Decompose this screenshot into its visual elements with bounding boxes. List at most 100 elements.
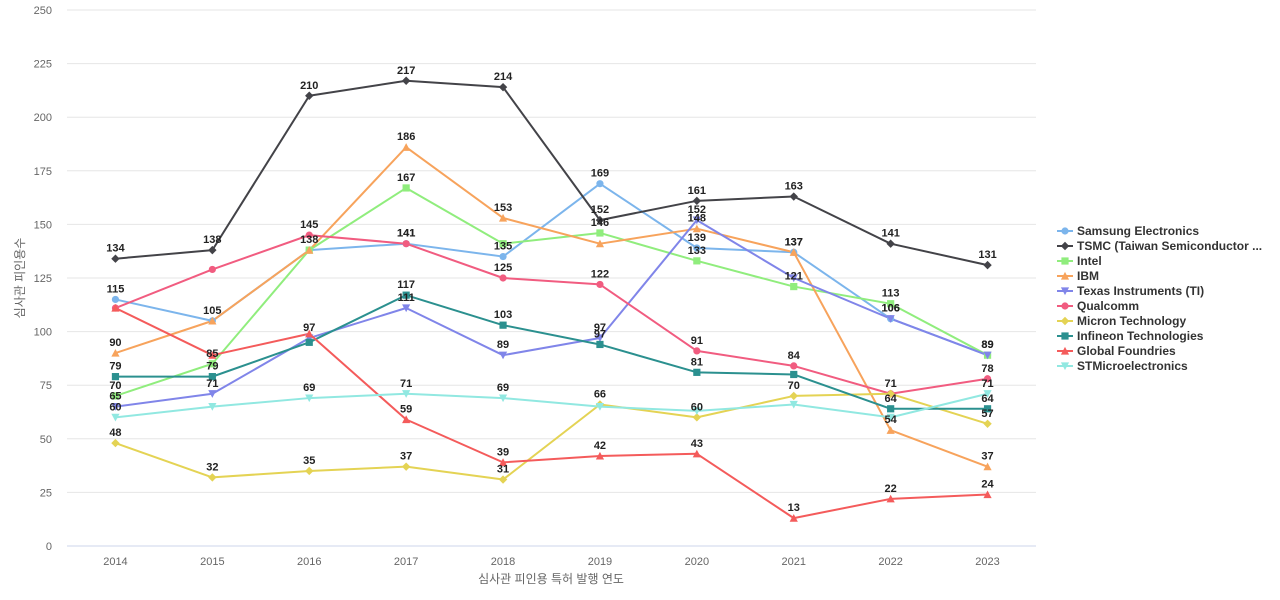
legend-label: Texas Instruments (TI) <box>1077 284 1204 298</box>
data-label: 59 <box>400 404 412 416</box>
legend-item[interactable]: Intel <box>1057 254 1102 268</box>
data-label: 97 <box>303 322 315 334</box>
legend-item[interactable]: Micron Technology <box>1057 314 1186 328</box>
legend-item[interactable]: Global Foundries <box>1057 344 1176 358</box>
data-label: 89 <box>981 339 993 351</box>
y-tick-label: 25 <box>40 487 52 499</box>
data-label: 85 <box>206 348 218 360</box>
data-label: 137 <box>785 236 803 248</box>
data-point <box>790 370 798 379</box>
x-axis-ticks: 2014 2015 2016 2017 2018 2019 2020 2021 2022 2023 <box>103 556 1000 568</box>
data-point <box>692 413 702 422</box>
data-point <box>499 274 507 282</box>
legend-marker <box>1060 271 1070 280</box>
data-point <box>692 449 701 458</box>
series-line-6 <box>114 392 989 481</box>
data-point <box>789 391 798 401</box>
data-label: 152 <box>591 204 609 216</box>
data-point <box>498 82 508 92</box>
data-point <box>789 400 798 409</box>
legend-item[interactable]: Samsung Electronics <box>1057 224 1199 238</box>
data-point <box>498 458 508 466</box>
data-label: 106 <box>881 303 899 315</box>
data-point <box>983 462 992 471</box>
data-label: 65 <box>109 391 121 403</box>
legend-marker <box>1061 257 1069 265</box>
legend-item[interactable]: STMicroelectronics <box>1057 359 1188 373</box>
data-point <box>983 375 992 383</box>
data-point <box>692 196 702 206</box>
data-point <box>208 265 216 274</box>
data-point <box>692 216 701 225</box>
data-label: 91 <box>691 335 703 347</box>
data-label: 57 <box>981 408 993 420</box>
data-label: 115 <box>107 283 125 295</box>
data-label: 122 <box>591 268 609 280</box>
data-label: 163 <box>785 181 803 193</box>
data-label: 71 <box>885 378 897 390</box>
data-label: 70 <box>109 380 121 392</box>
data-label: 167 <box>397 172 415 184</box>
legend-marker <box>1060 346 1070 355</box>
legend-label: Micron Technology <box>1077 314 1186 328</box>
data-point <box>595 239 605 248</box>
series-line-0 <box>114 182 989 357</box>
data-point <box>402 390 411 398</box>
data-label: 71 <box>206 378 218 390</box>
legend-item[interactable]: Texas Instruments (TI) <box>1057 284 1204 298</box>
x-tick-label: 2019 <box>588 556 612 568</box>
data-label: 84 <box>788 350 801 362</box>
data-label: 153 <box>494 202 512 214</box>
data-label: 71 <box>400 378 412 390</box>
legend-item[interactable]: IBM <box>1057 269 1099 283</box>
data-label: 137 <box>785 236 803 248</box>
data-point <box>498 213 508 222</box>
data-point <box>595 215 605 225</box>
data-label: 79 <box>206 361 218 373</box>
data-label: 39 <box>497 446 509 458</box>
data-point <box>789 248 798 256</box>
data-label: 35 <box>303 455 315 467</box>
data-point <box>693 347 701 355</box>
data-point <box>305 338 313 346</box>
data-point <box>789 274 798 283</box>
series-line-2 <box>114 186 989 397</box>
data-label: 217 <box>397 65 415 77</box>
data-label: 81 <box>691 356 703 368</box>
series-line-1 <box>114 79 989 267</box>
legend-label: IBM <box>1077 269 1099 283</box>
data-point <box>595 451 605 460</box>
data-point <box>402 291 410 299</box>
data-point <box>692 407 701 416</box>
legend-label: Samsung Electronics <box>1077 224 1199 238</box>
data-point <box>595 403 605 411</box>
legend-item[interactable]: Infineon Technologies <box>1057 329 1204 343</box>
data-label: 89 <box>981 339 993 351</box>
data-label: 48 <box>109 427 121 439</box>
data-point <box>208 390 217 398</box>
data-point <box>886 239 895 248</box>
legend-item[interactable]: Qualcomm <box>1057 299 1139 313</box>
data-point <box>499 321 507 329</box>
data-point <box>886 315 895 323</box>
x-tick-label: 2014 <box>103 556 127 568</box>
data-point <box>111 392 120 400</box>
x-tick-label: 2021 <box>782 556 806 568</box>
y-tick-label: 50 <box>40 434 52 446</box>
data-label: 131 <box>978 249 996 261</box>
data-label: 141 <box>881 228 899 240</box>
data-point <box>789 192 798 201</box>
data-point <box>596 340 604 349</box>
data-label: 24 <box>981 479 994 491</box>
data-point <box>499 252 507 261</box>
data-label: 64 <box>885 393 898 405</box>
legend-item[interactable]: TSMC (Taiwan Semiconductor ... <box>1057 239 1262 253</box>
data-label: 111 <box>398 292 415 304</box>
data-point <box>499 240 507 248</box>
x-tick-label: 2022 <box>878 556 902 568</box>
data-point <box>111 438 120 448</box>
data-point <box>790 362 798 370</box>
data-label: 105 <box>203 305 221 317</box>
